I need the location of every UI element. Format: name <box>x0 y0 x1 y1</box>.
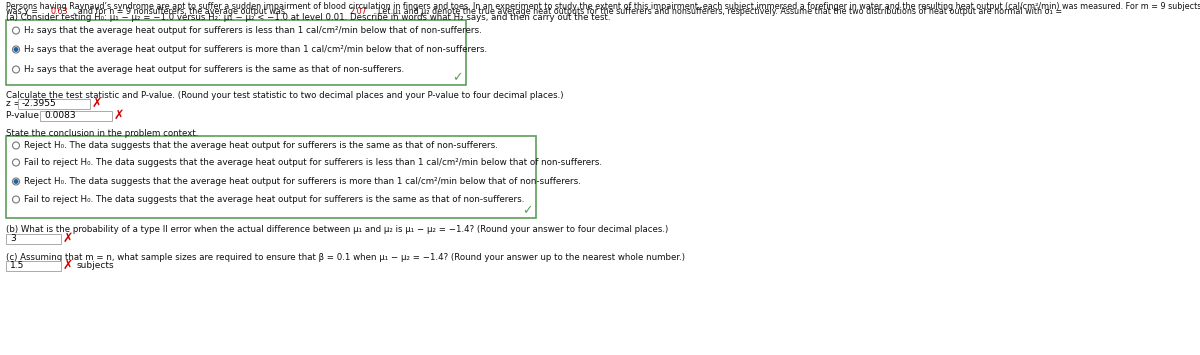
Text: H₂ says that the average heat output for sufferers is more than 1 cal/cm²/min be: H₂ says that the average heat output for… <box>24 45 487 54</box>
Text: 1.5: 1.5 <box>10 261 24 270</box>
Circle shape <box>14 48 18 51</box>
Text: Fail to reject H₀. The data suggests that the average heat output for sufferers : Fail to reject H₀. The data suggests tha… <box>24 158 602 167</box>
Text: Persons having Raynaud’s syndrome are apt to suffer a sudden impairment of blood: Persons having Raynaud’s syndrome are ap… <box>6 2 1200 11</box>
Text: ✗: ✗ <box>64 259 73 272</box>
Text: Reject H₀. The data suggests that the average heat output for sufferers is more : Reject H₀. The data suggests that the av… <box>24 177 581 186</box>
Text: ✗: ✗ <box>64 232 73 245</box>
Text: . Let μ₁ and μ₂ denote the true average heat outputs for the sufferers and nonsu: . Let μ₁ and μ₂ denote the true average … <box>373 7 1064 16</box>
Text: 3: 3 <box>10 234 16 243</box>
Text: 2.07: 2.07 <box>350 7 367 16</box>
Text: 0.63: 0.63 <box>50 7 68 16</box>
Text: 0.0083: 0.0083 <box>44 111 76 120</box>
Text: H₂ says that the average heat output for sufferers is the same as that of non-su: H₂ says that the average heat output for… <box>24 65 404 74</box>
Text: subjects: subjects <box>77 261 115 270</box>
Text: (b) What is the probability of a type II error when the actual difference betwee: (b) What is the probability of a type II… <box>6 225 668 235</box>
FancyBboxPatch shape <box>18 98 90 109</box>
Text: ✗: ✗ <box>92 97 102 110</box>
Text: Reject H₀. The data suggests that the average heat output for sufferers is the s: Reject H₀. The data suggests that the av… <box>24 141 498 150</box>
Text: ✗: ✗ <box>114 109 125 122</box>
Text: Fail to reject H₀. The data suggests that the average heat output for sufferers : Fail to reject H₀. The data suggests tha… <box>24 195 524 204</box>
FancyBboxPatch shape <box>6 136 536 218</box>
Text: Calculate the test statistic and P-value. (Round your test statistic to two deci: Calculate the test statistic and P-value… <box>6 91 564 99</box>
Circle shape <box>14 179 18 184</box>
FancyBboxPatch shape <box>6 234 61 244</box>
Text: H₂ says that the average heat output for sufferers is less than 1 cal/cm²/min be: H₂ says that the average heat output for… <box>24 26 481 35</box>
Text: , and for n = 9 nonsufferers, the average output was: , and for n = 9 nonsufferers, the averag… <box>73 7 288 16</box>
Text: ✓: ✓ <box>452 71 463 84</box>
Text: -2.3955: -2.3955 <box>22 99 56 108</box>
Text: (c) Assuming that m = n, what sample sizes are required to ensure that β = 0.1 w: (c) Assuming that m = n, what sample siz… <box>6 252 685 262</box>
Text: ✓: ✓ <box>522 204 533 217</box>
Text: was χ =: was χ = <box>6 7 41 16</box>
FancyBboxPatch shape <box>6 20 466 84</box>
Text: P-value =: P-value = <box>6 111 53 120</box>
Text: z =: z = <box>6 99 24 108</box>
FancyBboxPatch shape <box>40 110 112 120</box>
Text: State the conclusion in the problem context.: State the conclusion in the problem cont… <box>6 129 198 137</box>
FancyBboxPatch shape <box>6 261 61 271</box>
Text: (a) Consider testing H₀: μ₁ − μ₂ = −1.0 versus H₂: μ₁ − μ₂ < −1.0 at level 0.01.: (a) Consider testing H₀: μ₁ − μ₂ = −1.0 … <box>6 13 611 22</box>
